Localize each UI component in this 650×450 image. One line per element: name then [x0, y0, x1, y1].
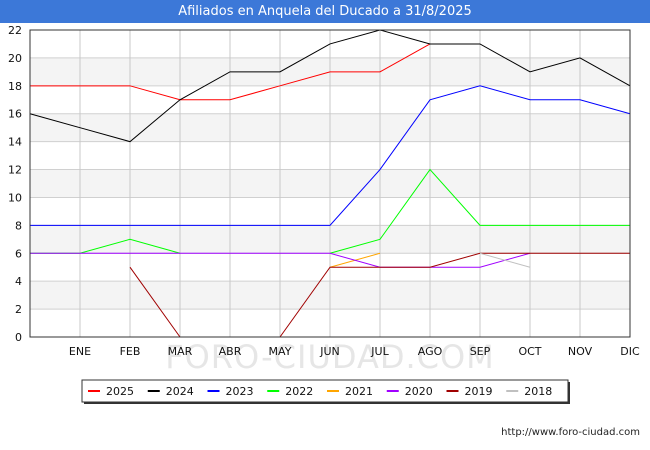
legend-label-2021: 2021	[345, 385, 373, 398]
y-tick-label: 10	[8, 191, 22, 204]
legend-label-2022: 2022	[285, 385, 313, 398]
series-line-2024	[29, 29, 631, 143]
y-tick-label: 4	[15, 275, 22, 288]
x-tick-label: SEP	[470, 345, 491, 358]
legend-box	[81, 379, 569, 403]
series-line-2025	[30, 43, 431, 101]
series-line-2020	[30, 252, 531, 268]
y-tick-label: 16	[8, 108, 22, 121]
y-tick-label: 0	[15, 331, 22, 344]
x-tick-label: DIC	[620, 345, 640, 358]
legend-label-2023: 2023	[226, 385, 254, 398]
x-tick-label: JUL	[370, 345, 389, 358]
source-url: http://www.foro-ciudad.com	[501, 427, 640, 438]
series-line-2022	[329, 168, 630, 254]
x-tick-label: ENE	[69, 345, 91, 358]
x-tick-label: JUN	[319, 345, 340, 358]
x-tick-label: OCT	[518, 345, 541, 358]
legend-label-2025: 2025	[106, 385, 134, 398]
series-lines	[29, 29, 631, 338]
x-tick-label: ABR	[219, 345, 242, 358]
series-line-2019	[279, 252, 630, 338]
axes: 0 2 4 6 8 10 12 14 16 18 20 22 ENE FEB MAR ABR MAY JUN JUL…	[8, 24, 640, 358]
y-tick-label: 12	[8, 164, 22, 177]
y-tick-label: 8	[15, 219, 22, 232]
series-line-2018	[479, 252, 531, 268]
plot-frame	[29, 29, 631, 338]
y-tick-label: 6	[15, 247, 22, 260]
x-tick-label: MAY	[269, 345, 292, 358]
watermark: FORO-CIUDAD.COM	[165, 338, 495, 376]
series-line-2019	[129, 266, 181, 338]
y-tick-label: 22	[8, 24, 22, 37]
x-tick-label: NOV	[568, 345, 593, 358]
series-line-2023	[30, 85, 631, 226]
legend: 2025 2024 2023 2022 2021 2020 2019 2018	[81, 379, 570, 404]
x-tick-label: MAR	[168, 345, 193, 358]
legend-label-2024: 2024	[166, 385, 194, 398]
y-tick-label: 14	[8, 136, 22, 149]
legend-label-2020: 2020	[405, 385, 433, 398]
y-tick-label: 2	[15, 303, 22, 316]
y-tick-label: 20	[8, 52, 22, 65]
y-tick-label: 18	[8, 80, 22, 93]
legend-label-2018: 2018	[524, 385, 552, 398]
legend-label-2019: 2019	[465, 385, 493, 398]
chart-title: Afiliados en Anquela del Ducado a 31/8/2…	[0, 0, 650, 23]
x-tick-label: AGO	[418, 345, 443, 358]
x-tick-label: FEB	[120, 345, 141, 358]
